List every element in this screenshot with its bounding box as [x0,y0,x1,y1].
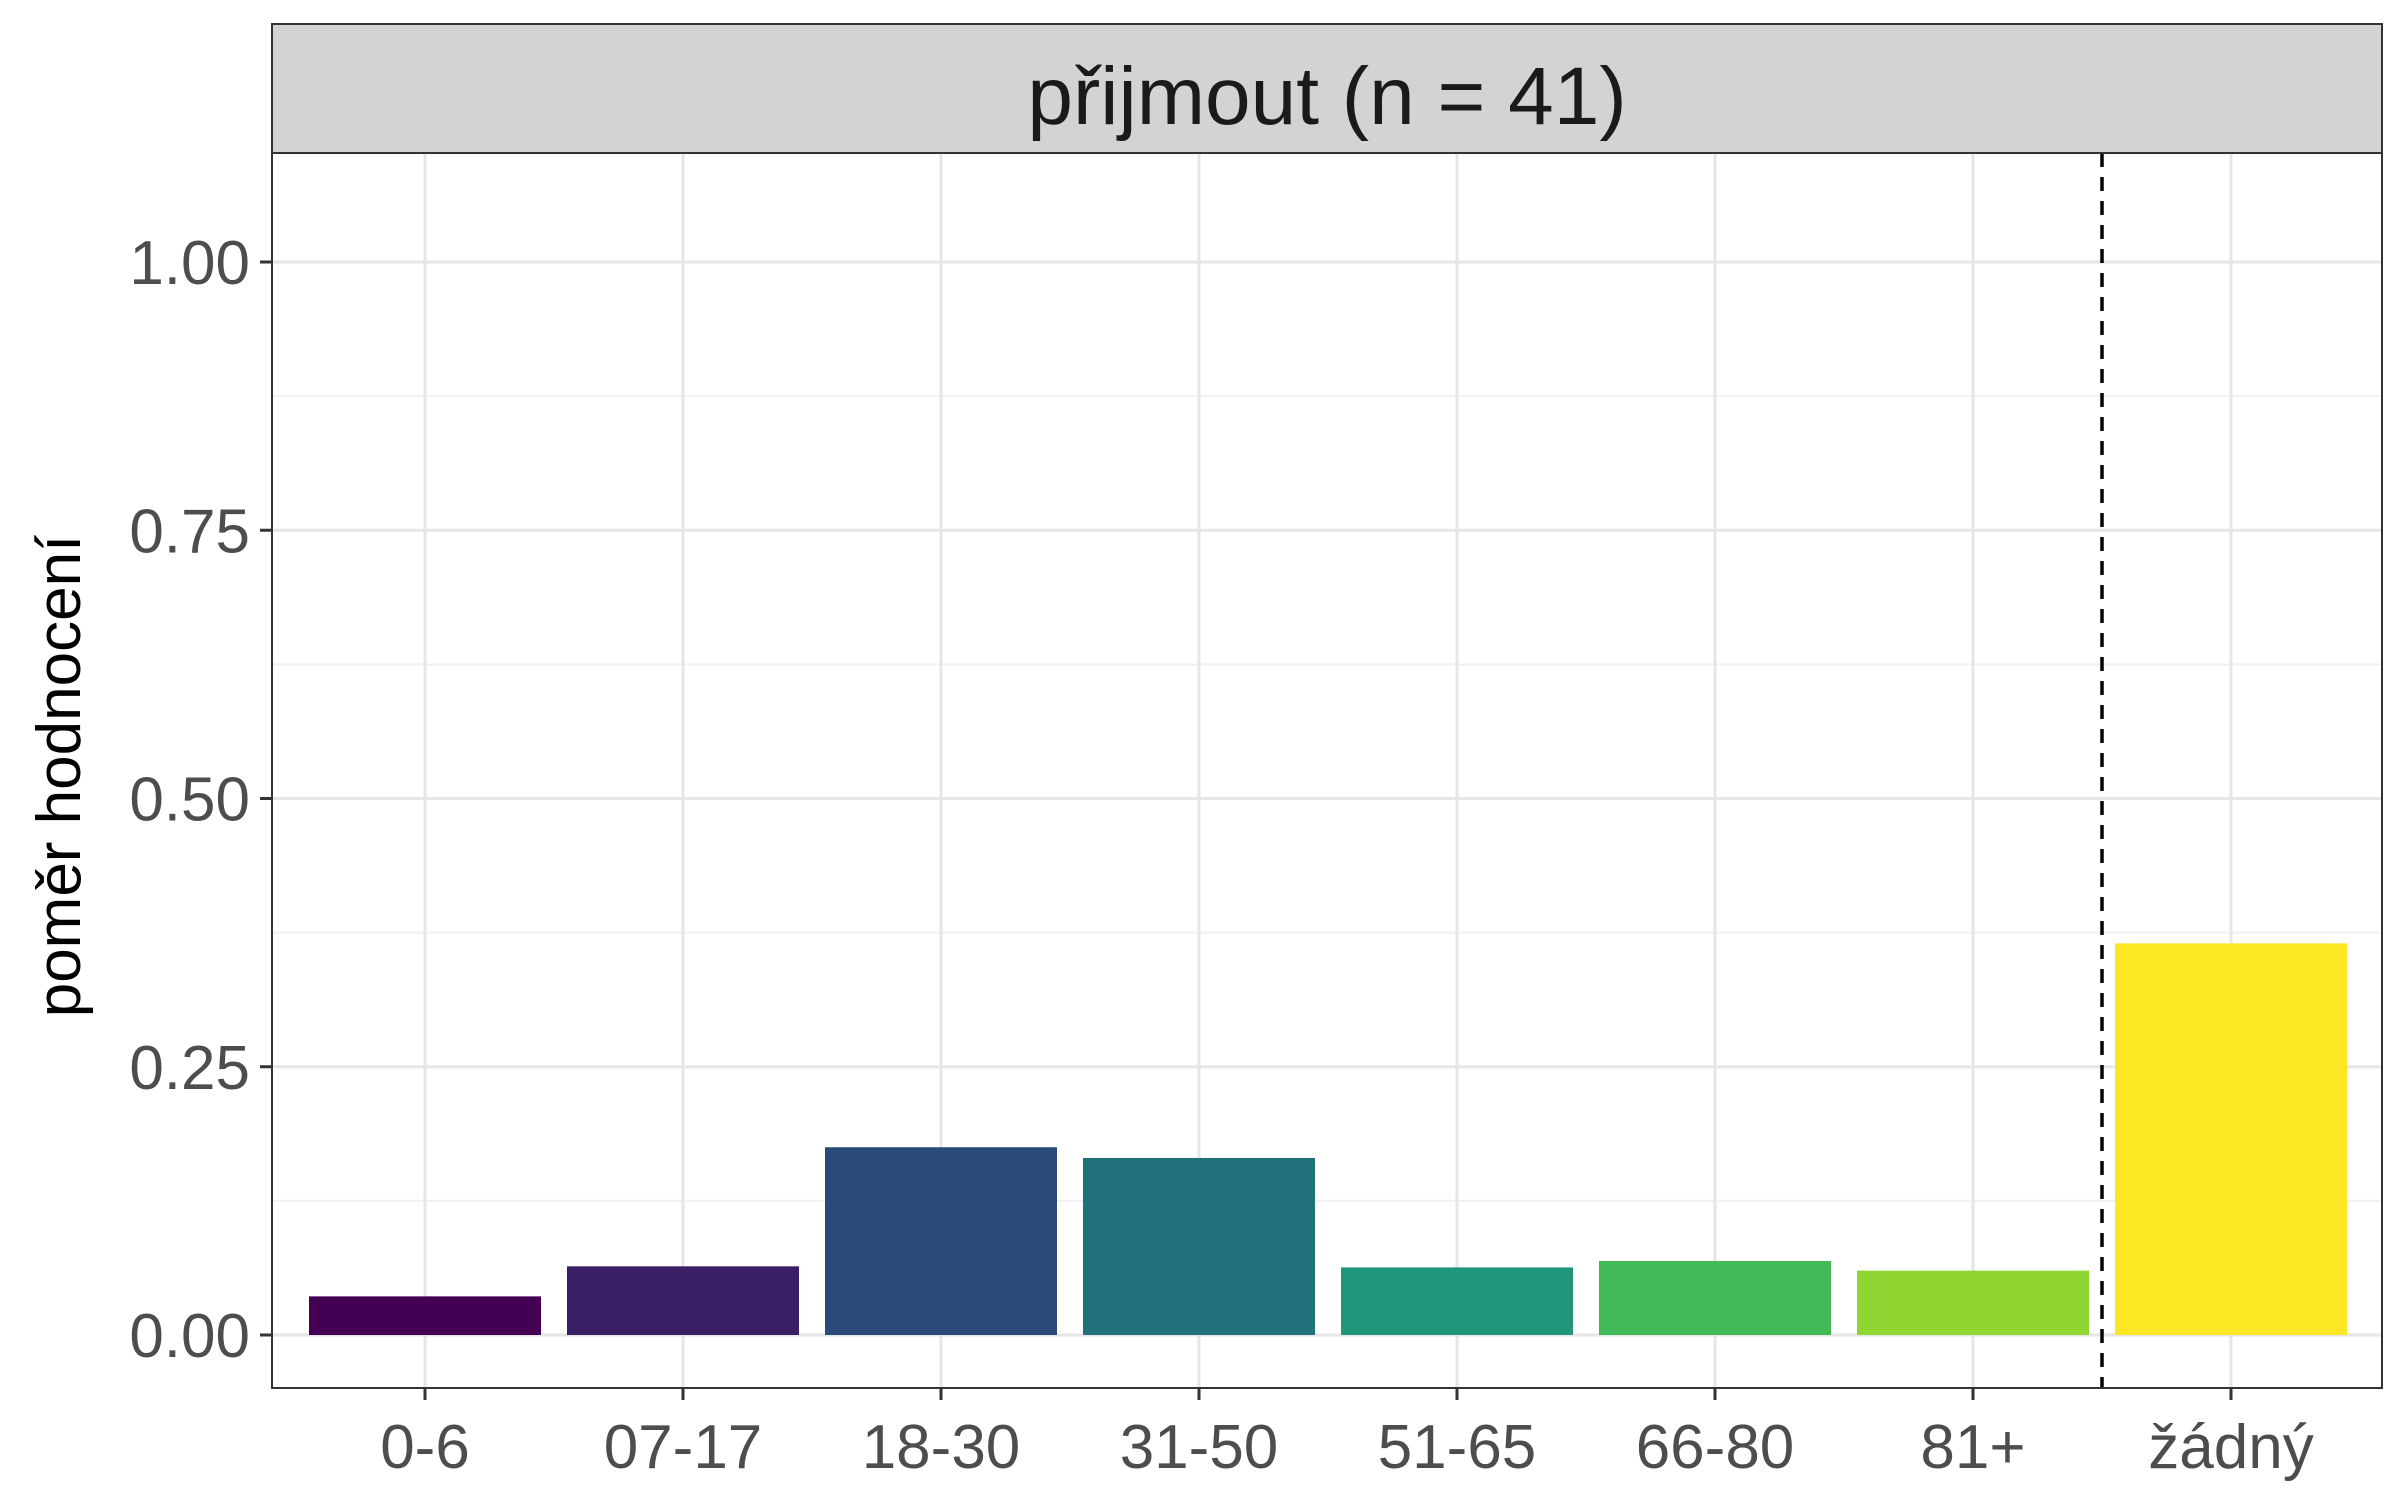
bar-07-17 [567,1266,799,1335]
x-tick-label: 18-30 [862,1413,1021,1482]
y-tick-label: 0.75 [129,497,250,566]
grid-layer [272,153,2382,1388]
bar-18-30 [825,1147,1057,1335]
x-tick-label: 51-65 [1378,1413,1537,1482]
y-axis: 0.00 0.25 0.50 0.75 1.00 [129,229,272,1371]
panel-border [271,152,2383,1389]
x-axis: 0-6 07-17 18-30 31-50 51-65 66-80 81+ žádný [380,1388,2314,1482]
y-tick-label: 0.25 [129,1034,250,1103]
facet-strip [271,23,2383,154]
bar-51-65 [1341,1267,1573,1335]
bar-0-6 [309,1296,541,1335]
facet-title: přijmout (n = 41) [1027,51,1626,142]
x-tick-label: 66-80 [1636,1413,1795,1482]
bar-81+ [1857,1270,2089,1335]
bar-žádný [2115,943,2347,1335]
bars-layer [309,943,2347,1335]
x-tick-label: 07-17 [604,1413,763,1482]
bar-31-50 [1083,1157,1315,1335]
x-tick-label: 31-50 [1120,1413,1279,1482]
y-axis-title: poměr hodnocení [25,535,94,1018]
x-tick-label: 0-6 [380,1413,470,1482]
bar-66-80 [1599,1260,1831,1335]
y-tick-label: 0.00 [129,1302,250,1371]
y-tick-label: 1.00 [129,229,250,298]
y-tick-label: 0.50 [129,766,250,835]
x-tick-label: žádný [2148,1413,2313,1482]
x-tick-label: 81+ [1920,1413,2025,1482]
